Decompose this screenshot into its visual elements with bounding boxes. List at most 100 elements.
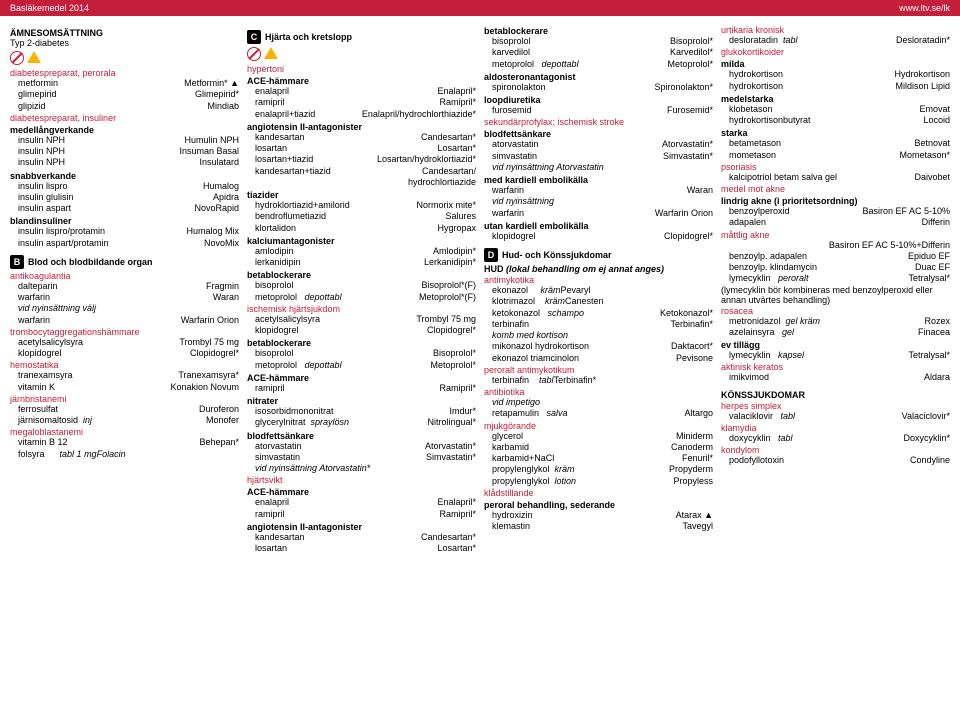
- drug-generic: desloratadin tabl: [729, 35, 896, 46]
- icon-row: [10, 51, 239, 65]
- drug-brand: Humalog: [203, 181, 239, 192]
- drug-generic: retapamulin salva: [492, 408, 684, 419]
- subsection-heading: aldosteronantagonist: [484, 72, 713, 82]
- section-badge: B: [10, 255, 24, 269]
- drug-brand: Tetralysal*: [908, 350, 950, 361]
- drug-generic: kandesartan: [255, 132, 421, 143]
- drug-brand: Simvastatin*: [663, 151, 713, 162]
- drug-generic: metoprolol depottabl: [255, 292, 419, 303]
- drug-row: mikonazol hydrokortisonDaktacort*: [484, 341, 713, 352]
- drug-brand: Mindiab: [207, 101, 239, 112]
- group-heading: hjärtsvikt: [247, 475, 476, 485]
- drug-generic: lymecyklin kapsel: [729, 350, 908, 361]
- drug-generic: lerkanidipin: [255, 257, 424, 268]
- drug-brand: Atorvastatin*: [425, 441, 476, 452]
- group-sub: blodfettsänkare: [484, 129, 713, 139]
- group-sub: med kardiell embolikälla: [484, 175, 713, 185]
- drug-brand: Pevaryl: [561, 285, 591, 295]
- drug-row: kandesartanCandesartan*: [247, 132, 476, 143]
- drug-brand: Warfarin Orion: [655, 208, 713, 219]
- drug-generic: ramipril: [255, 509, 439, 520]
- no-smoking-icon: [247, 47, 261, 61]
- drug-brand: NovoRapid: [194, 203, 239, 214]
- group-heading: ischemisk hjärtsjukdom: [247, 304, 476, 314]
- drug-brand: Lerkanidipin*: [424, 257, 476, 268]
- drug-brand: Amlodipin*: [433, 246, 476, 257]
- drug-brand: Waran: [213, 292, 239, 303]
- drug-row: insulin lispro/protaminHumalog Mix: [10, 226, 239, 237]
- drug-brand: Trombyl 75 mg: [416, 314, 476, 325]
- drug-generic: benzoylperoxid: [729, 206, 862, 217]
- drug-generic: simvastatin: [492, 151, 663, 162]
- drug-row: retapamulin salvaAltargo: [484, 408, 713, 419]
- drug-row: metoprolol depottablMetoprolol*: [484, 59, 713, 70]
- drug-row: klobetasonEmovat: [721, 104, 950, 115]
- drug-row: insulin NPHInsuman Basal: [10, 146, 239, 157]
- drug-row: metronidazol gel krämRozex: [721, 316, 950, 327]
- drug-row: ketokonazol schampoKetokonazol*: [484, 308, 713, 319]
- drug-row: terbinafin tablTerbinafin*: [484, 375, 713, 386]
- section-badge-title: Blod och blodbildande organ: [28, 257, 153, 267]
- group-heading: måttlig akne: [721, 230, 950, 240]
- drug-row: acetylsalicylsyraTrombyl 75 mg: [247, 314, 476, 325]
- drug-brand: Daktacort*: [671, 341, 713, 352]
- drug-generic: tranexamsyra: [18, 370, 178, 381]
- drug-brand: Altargo: [684, 408, 713, 419]
- group-heading: herpes simplex: [721, 401, 950, 411]
- drug-generic: mikonazol hydrokortison: [492, 341, 671, 352]
- drug-brand: Ketokonazol*: [660, 308, 713, 319]
- group-heading: diabetespreparat, insuliner: [10, 113, 239, 123]
- drug-row: insulin aspart/protaminNovoMix: [10, 238, 239, 249]
- drug-generic: klopidogrel: [492, 231, 664, 242]
- drug-row: ramiprilRamipril*: [247, 509, 476, 520]
- drug-brand: Candesartan/: [422, 166, 476, 177]
- note-text: (lymecyklin bör kombineras med benzoylpe…: [721, 285, 950, 305]
- drug-brand: Spironolakton*: [654, 82, 713, 93]
- drug-brand: Terbinafin*: [670, 319, 713, 330]
- drug-row: benzoylperoxidBasiron EF AC 5-10%: [721, 206, 950, 217]
- drug-brand: Basiron EF AC 5-10%+Differin: [829, 240, 950, 251]
- drug-generic: enalapril+tiazid: [255, 109, 362, 120]
- drug-brand: hydrochlortiazide: [408, 177, 476, 188]
- drug-row: bisoprololBisoprolol*(F): [247, 280, 476, 291]
- drug-row: mometasonMometason*: [721, 150, 950, 161]
- drug-brand: Furosemid*: [667, 105, 713, 116]
- drug-generic: ketokonazol schampo: [492, 308, 660, 319]
- drug-brand: Trombyl 75 mg: [179, 337, 239, 348]
- drug-generic: warfarin: [492, 185, 687, 196]
- subsection-heading: medelstarka: [721, 94, 950, 104]
- drug-generic: [255, 177, 408, 188]
- drug-generic: terbinafin: [492, 319, 670, 330]
- drug-brand: Candesartan*: [421, 532, 476, 543]
- drug-generic: järnisomaltosid inj: [18, 415, 206, 426]
- drug-row: järnisomaltosid injMonofer: [10, 415, 239, 426]
- drug-generic: valaciklovir tabl: [729, 411, 902, 422]
- drug-generic: [729, 240, 829, 251]
- drug-row: propylenglykol krämPropyderm: [484, 464, 713, 475]
- drug-generic: insulin lispro/protamin: [18, 226, 186, 237]
- drug-generic: bisoprolol: [492, 36, 670, 47]
- header-title: Basläkemedel 2014: [10, 3, 89, 13]
- drug-generic: kandesartan: [255, 532, 421, 543]
- drug-row: terbinafinTerbinafin*: [484, 319, 713, 330]
- subsection-heading: loopdiuretika: [484, 95, 713, 105]
- drug-generic: lymecyklin peroralt: [729, 273, 908, 284]
- drug-row: spironolaktonSpironolakton*: [484, 82, 713, 93]
- drug-row: enalaprilEnalapril*: [247, 86, 476, 97]
- drug-row: vitamin KKonakion Novum: [10, 382, 239, 393]
- warning-icon: [27, 51, 41, 63]
- group-heading: hypertoni: [247, 64, 476, 74]
- drug-brand: Tetralysal*: [908, 273, 950, 284]
- drug-generic: ekonazol krämPevaryl: [492, 285, 713, 296]
- drug-row: kandesartan+tiazidCandesartan/: [247, 166, 476, 177]
- group-heading: megaloblastanemi: [10, 427, 239, 437]
- group-heading: rosacea: [721, 306, 950, 316]
- drug-generic: insulin aspart: [18, 203, 194, 214]
- drug-brand: Bisoprolol*(F): [421, 280, 476, 291]
- drug-row: losartan+tiazidLosartan/hydroklortiazid*: [247, 154, 476, 165]
- subsection-heading: angiotensin II-antagonister: [247, 522, 476, 532]
- drug-brand: Bisoprolol*: [670, 36, 713, 47]
- drug-row: hydrokortisonMildison Lipid: [721, 81, 950, 92]
- drug-brand: Clopidogrel*: [427, 325, 476, 336]
- drug-generic: furosemid: [492, 105, 667, 116]
